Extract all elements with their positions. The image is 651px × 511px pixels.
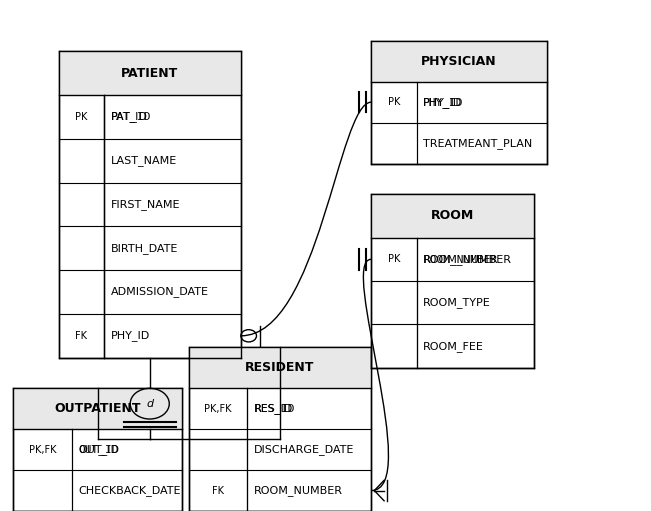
Text: PAT_ID: PAT_ID bbox=[111, 111, 148, 122]
Text: PATIENT: PATIENT bbox=[121, 66, 178, 80]
Text: BIRTH_DATE: BIRTH_DATE bbox=[111, 243, 178, 253]
FancyBboxPatch shape bbox=[371, 41, 547, 164]
Text: RES_ID: RES_ID bbox=[254, 403, 293, 414]
FancyBboxPatch shape bbox=[59, 51, 241, 358]
FancyBboxPatch shape bbox=[13, 388, 182, 429]
Text: PHYSICIAN: PHYSICIAN bbox=[421, 55, 497, 68]
Text: DISCHARGE_DATE: DISCHARGE_DATE bbox=[254, 444, 354, 455]
Text: LAST_NAME: LAST_NAME bbox=[111, 155, 177, 166]
Text: TREATMEANT_PLAN: TREATMEANT_PLAN bbox=[423, 137, 533, 149]
Text: ADMISSION_DATE: ADMISSION_DATE bbox=[111, 287, 209, 297]
Text: PHY_ID: PHY_ID bbox=[423, 97, 464, 108]
Text: PHY_ID: PHY_ID bbox=[111, 330, 150, 341]
Text: d: d bbox=[146, 399, 153, 409]
Text: ROOM_NUMBER: ROOM_NUMBER bbox=[423, 254, 512, 265]
Text: PK: PK bbox=[387, 97, 400, 107]
FancyBboxPatch shape bbox=[189, 347, 371, 511]
Text: FIRST_NAME: FIRST_NAME bbox=[111, 199, 180, 210]
Text: CHECKBACK_DATE: CHECKBACK_DATE bbox=[78, 485, 180, 496]
Text: FK: FK bbox=[212, 485, 224, 496]
Text: OUTPATIENT: OUTPATIENT bbox=[55, 402, 141, 415]
FancyBboxPatch shape bbox=[189, 347, 371, 388]
FancyBboxPatch shape bbox=[371, 41, 547, 82]
Text: PK,FK: PK,FK bbox=[29, 445, 56, 455]
Text: ROOM: ROOM bbox=[431, 210, 474, 222]
Text: ROOM_TYPE: ROOM_TYPE bbox=[423, 297, 491, 308]
Text: ROOM_NUMBER: ROOM_NUMBER bbox=[254, 485, 343, 496]
Text: RES_ID: RES_ID bbox=[254, 403, 294, 414]
FancyBboxPatch shape bbox=[59, 51, 241, 95]
Text: PK: PK bbox=[387, 254, 400, 264]
Text: PAT_ID: PAT_ID bbox=[111, 111, 151, 122]
Text: PK: PK bbox=[75, 112, 88, 122]
Text: RESIDENT: RESIDENT bbox=[245, 361, 314, 375]
FancyBboxPatch shape bbox=[13, 388, 182, 511]
Text: FK: FK bbox=[76, 331, 87, 341]
Text: ROOM_FEE: ROOM_FEE bbox=[423, 341, 484, 352]
FancyBboxPatch shape bbox=[371, 194, 534, 238]
Text: PHY_ID: PHY_ID bbox=[423, 97, 462, 108]
Text: OUT_ID: OUT_ID bbox=[78, 444, 118, 455]
Text: ROOM_NUMBER: ROOM_NUMBER bbox=[423, 254, 497, 265]
FancyBboxPatch shape bbox=[371, 194, 534, 368]
Text: OUT_ID: OUT_ID bbox=[78, 444, 119, 455]
Text: PK,FK: PK,FK bbox=[204, 404, 232, 414]
